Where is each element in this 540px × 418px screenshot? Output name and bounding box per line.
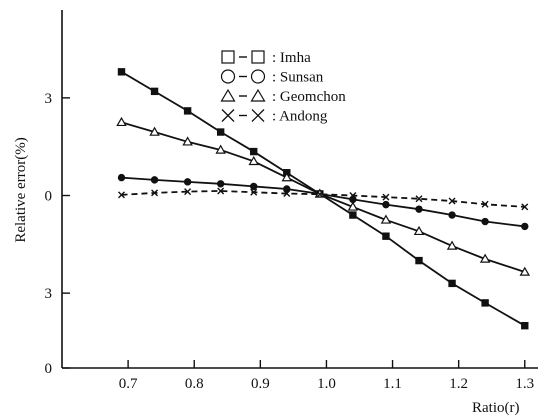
legend-item-geomchon: : Geomchon <box>220 88 346 105</box>
data-point-triangle <box>519 266 531 276</box>
data-point-square <box>183 107 192 115</box>
data-point-circle <box>216 180 225 188</box>
data-point-square <box>521 321 529 330</box>
data-point-cross <box>250 188 258 196</box>
legend-cross-icon <box>221 109 235 122</box>
legend-square-icon <box>251 50 265 64</box>
x-tick-label: 1.2 <box>449 376 468 392</box>
legend-label-imha: : Imha <box>272 50 311 66</box>
data-point-circle <box>117 173 126 182</box>
data-point-square <box>250 147 258 156</box>
data-point-cross <box>217 187 225 195</box>
data-point-triangle <box>380 214 392 224</box>
data-point-cross <box>415 195 423 203</box>
data-point-circle <box>521 222 529 231</box>
y-tick-label: 3 <box>45 286 53 302</box>
series-layer <box>116 68 531 330</box>
data-point-circle <box>183 178 192 186</box>
data-point-cross <box>118 191 125 199</box>
data-point-triangle <box>281 172 293 182</box>
data-point-square <box>216 128 225 136</box>
x-tick-label: 1.1 <box>383 376 402 392</box>
legend-circle-icon <box>220 69 236 84</box>
x-tick-label: 1.3 <box>515 376 534 392</box>
x-tick-label: 0.8 <box>185 376 204 392</box>
data-point-triangle <box>479 253 491 263</box>
y-tick-label: 3 <box>45 91 53 107</box>
legend-triangle-icon <box>250 88 266 102</box>
data-point-cross <box>151 189 159 197</box>
y-axis-ticks: 3 0 3 0 <box>45 91 70 377</box>
data-point-square <box>481 299 489 307</box>
legend-label-geomchon: : Geomchon <box>272 89 346 105</box>
legend: : Imha : Sunsan : Geomchon : Andong <box>220 50 346 125</box>
data-point-circle <box>481 217 489 226</box>
data-point-square <box>349 211 357 219</box>
data-point-cross <box>521 203 529 211</box>
data-point-circle <box>283 185 291 193</box>
y-tick-label: 0 <box>45 361 53 377</box>
data-point-triangle <box>215 144 226 154</box>
data-point-square <box>117 68 126 76</box>
legend-triangle-icon <box>220 88 236 102</box>
data-point-cross <box>448 197 456 205</box>
data-point-triangle <box>116 116 127 127</box>
data-point-cross <box>481 200 489 208</box>
data-point-triangle <box>149 126 160 136</box>
data-point-triangle <box>446 240 458 250</box>
data-point-square <box>448 279 456 288</box>
legend-cross-icon <box>251 109 265 122</box>
legend-circle-icon <box>250 69 266 84</box>
data-point-cross <box>349 192 357 200</box>
data-point-triangle <box>347 201 359 211</box>
legend-label-andong: : Andong <box>272 109 328 125</box>
data-point-circle <box>150 176 159 184</box>
data-point-circle <box>448 211 456 219</box>
data-point-triangle <box>413 225 425 236</box>
y-axis-title: Relative error(%) <box>13 137 29 242</box>
data-point-circle <box>415 205 423 213</box>
data-point-triangle <box>248 155 259 166</box>
x-tick-label: 0.9 <box>251 376 270 392</box>
legend-item-andong: : Andong <box>221 109 328 125</box>
legend-item-imha: : Imha <box>221 50 311 66</box>
legend-item-sunsan: : Sunsan <box>220 69 324 86</box>
data-point-cross <box>316 190 324 198</box>
x-axis-ticks: 0.7 0.8 0.9 1.0 1.1 1.2 1.3 <box>119 360 534 392</box>
data-point-square <box>415 256 423 265</box>
data-point-cross <box>283 190 291 198</box>
series-andong <box>118 187 529 211</box>
data-point-circle <box>250 182 258 191</box>
data-point-square <box>382 232 390 240</box>
data-point-cross <box>184 188 192 196</box>
data-point-triangle <box>182 136 193 146</box>
legend-square-icon <box>221 50 235 64</box>
legend-label-sunsan: : Sunsan <box>272 70 324 86</box>
x-axis-title: Ratio(r) <box>472 400 519 416</box>
x-tick-label: 1.0 <box>317 376 336 392</box>
x-tick-label: 0.7 <box>119 376 138 392</box>
y-tick-label: 0 <box>45 189 53 205</box>
data-point-square <box>150 87 159 96</box>
data-point-cross <box>382 193 390 201</box>
data-point-circle <box>382 200 390 209</box>
